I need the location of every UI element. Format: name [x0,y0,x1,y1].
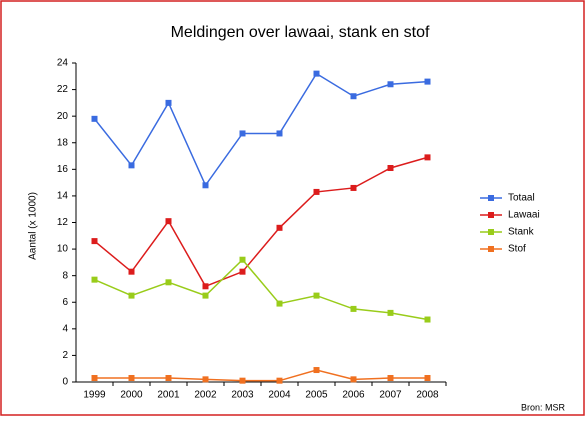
y-tick-label: 18 [57,137,69,148]
chart-title: Meldingen over lawaai, stank en stof [171,24,430,41]
x-tick-label: 2006 [342,390,365,401]
point [313,367,320,374]
point [202,182,209,189]
point [239,377,246,384]
point [239,256,246,263]
x-tick-label: 2005 [305,390,328,401]
legend-label: Stof [508,244,526,255]
y-tick-label: 4 [62,323,68,334]
point [276,130,283,137]
point [239,130,246,137]
point [387,309,394,316]
series-line [94,369,428,382]
point [202,283,209,290]
x-tick-label: 2000 [120,390,143,401]
y-tick-label: 10 [57,244,69,255]
point [165,99,172,106]
point [424,375,431,382]
legend-marker [488,229,494,235]
x-tick-label: 2002 [194,390,217,401]
point [350,305,357,312]
legend-label: Stank [508,227,535,238]
series-line [94,258,428,321]
point [276,377,283,384]
point [387,375,394,382]
point [128,375,135,382]
y-tick-label: 0 [62,377,68,388]
x-tick-label: 2001 [157,390,180,401]
point [350,184,357,191]
point [387,165,394,172]
point [128,162,135,169]
point [313,292,320,299]
x-tick-label: 2007 [379,390,402,401]
y-tick-label: 12 [57,217,69,228]
y-tick-label: 22 [57,84,69,95]
y-tick-label: 14 [57,191,69,202]
point [202,376,209,383]
point [276,224,283,231]
x-tick-label: 1999 [83,390,106,401]
point [387,81,394,88]
point [165,375,172,382]
legend-marker [488,195,494,201]
y-tick-label: 8 [62,270,68,281]
point [165,218,172,225]
y-tick-label: 20 [57,111,69,122]
y-tick-label: 24 [57,58,69,69]
point [91,276,98,283]
point [128,268,135,275]
point [276,300,283,307]
legend-marker [488,212,494,218]
series-line [93,72,428,187]
point [91,375,98,382]
y-tick-label: 2 [62,350,68,361]
point [91,238,98,245]
y-tick-label: 16 [57,164,69,175]
legend-marker [488,246,494,252]
y-tick-label: 6 [62,297,68,308]
point [202,292,209,299]
point [350,93,357,100]
point [424,78,431,85]
point [424,316,431,323]
point [313,188,320,195]
point [128,292,135,299]
point [313,70,320,77]
point [91,115,98,122]
y-axis-label: Aantal (x 1000) [28,192,39,260]
point [424,154,431,161]
point [350,376,357,383]
x-tick-label: 2004 [268,390,291,401]
point [165,279,172,286]
legend-label: Lawaai [508,210,540,221]
x-tick-label: 2008 [416,390,439,401]
legend-label: Totaal [508,193,535,204]
source: Bron: MSR [521,402,566,412]
x-tick-label: 2003 [231,390,254,401]
series-line [94,156,428,288]
point [239,268,246,275]
